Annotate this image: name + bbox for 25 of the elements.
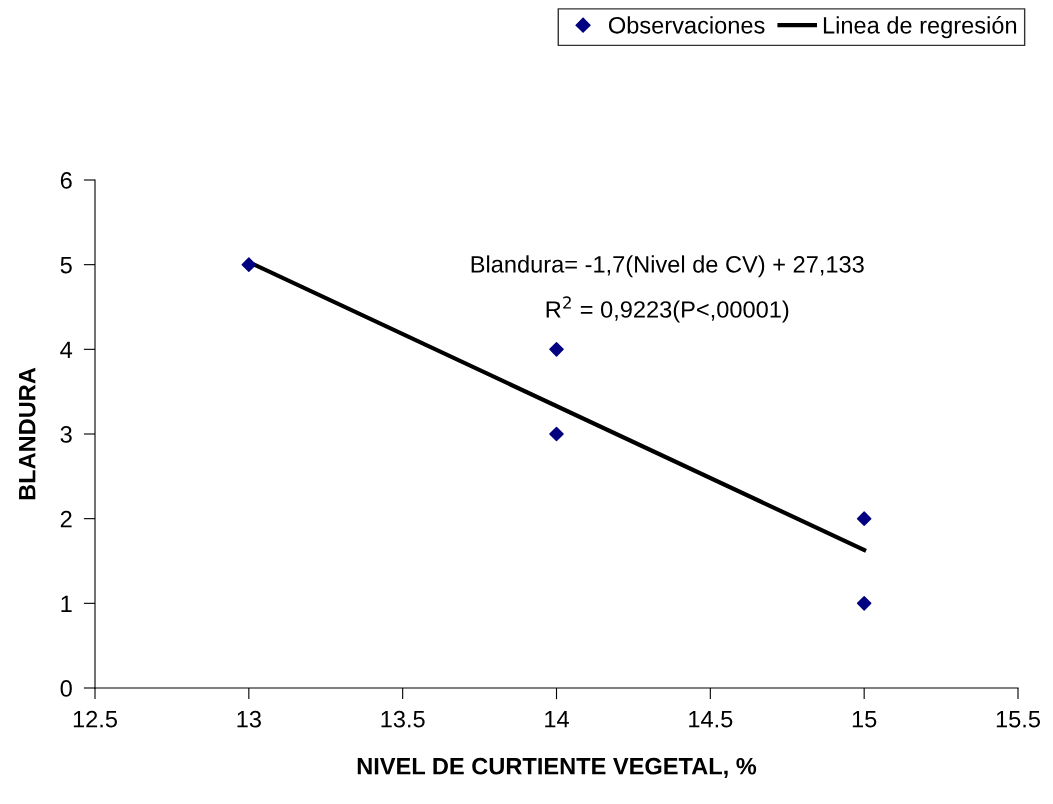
point	[856, 596, 872, 611]
point	[549, 342, 564, 357]
y-tick-label: 0	[60, 680, 72, 697]
y-tick-label: 5	[60, 256, 72, 274]
legend-label: Observaciones	[608, 16, 765, 34]
y-tick-label: 1	[61, 595, 72, 612]
x-tick-label: 15	[852, 711, 877, 728]
x-tick-label: 12.5	[73, 710, 117, 728]
x-tick-label: 15.5	[996, 711, 1040, 728]
annotation: R$^{2}$ = 0,9223(P<,00001)	[546, 296, 789, 323]
y-axis-title: BLANDURA	[19, 367, 36, 500]
x-tick-label: 13	[237, 710, 261, 728]
x-tick-label: 14.5	[689, 711, 733, 728]
point	[856, 511, 872, 526]
legend-label: Linea de regresión	[823, 16, 1017, 39]
annotation: Blandura= -1,7(Nivel de CV) + 27,133	[471, 255, 864, 278]
x-axis-title: NIVEL DE CURTIENTE VEGETAL, %	[357, 757, 757, 778]
point	[241, 257, 257, 272]
y-tick-label: 3	[60, 426, 72, 443]
point	[549, 426, 564, 442]
x-tick-label: 13.5	[381, 710, 425, 728]
x-tick-label: 14	[545, 711, 569, 728]
y-tick-label: 6	[60, 172, 72, 189]
y-tick-label: 2	[60, 510, 72, 528]
y-tick-label: 4	[60, 341, 73, 358]
